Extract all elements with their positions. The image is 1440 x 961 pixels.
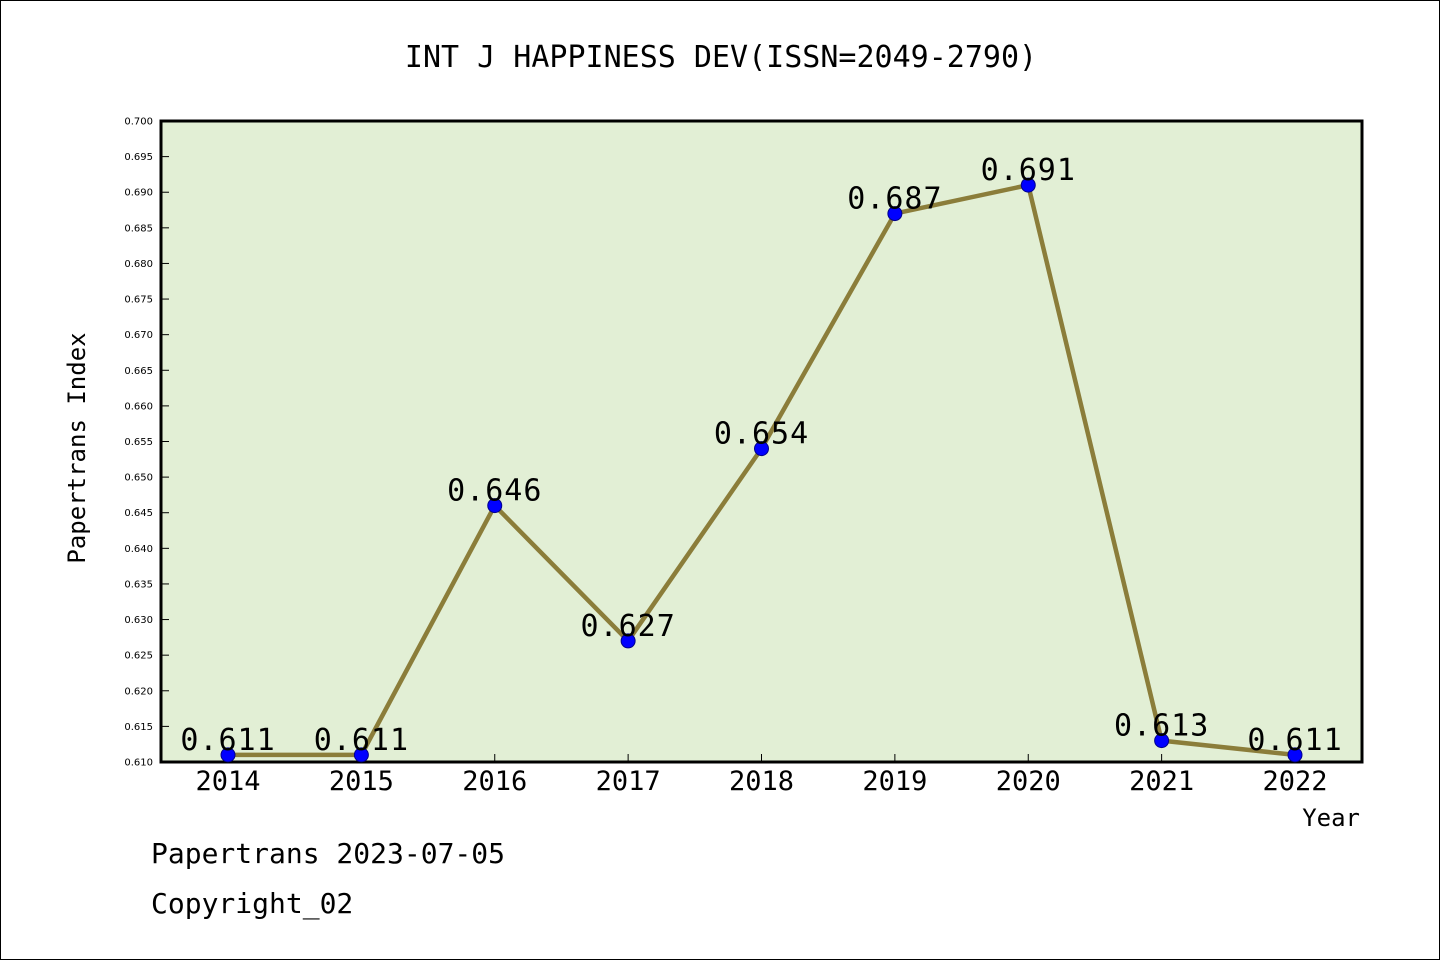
data-point	[353, 747, 369, 763]
y-tick-label: 0.650	[124, 473, 153, 484]
y-tick-label: 0.625	[124, 651, 153, 662]
y-axis: 0.610 0.615 0.620 0.625 0.630 0.635 0.640 0.645…	[124, 117, 169, 769]
y-tick-label: 0.615	[124, 722, 153, 733]
y-tick-label: 0.635	[124, 579, 153, 590]
data-point	[1020, 177, 1036, 193]
data-label: 0.646	[447, 474, 542, 509]
x-axis: 2014 2015 2016 2017 2018 2019 2020 2021 2022	[195, 754, 1328, 797]
y-tick-label: 0.610	[124, 758, 153, 769]
y-axis-label: Papertrans Index	[63, 332, 91, 563]
x-tick-label: 2019	[862, 766, 927, 797]
x-tick-label: 2022	[1262, 766, 1327, 797]
x-tick-label: 2014	[195, 766, 260, 797]
y-tick-label: 0.640	[124, 544, 153, 555]
data-point	[620, 633, 636, 649]
data-label: 0.627	[580, 609, 675, 644]
data-label: 0.611	[180, 723, 275, 758]
footer-copyright: Copyright_02	[151, 887, 354, 920]
y-tick-label: 0.685	[124, 223, 153, 234]
y-tick-label: 0.690	[124, 188, 153, 199]
x-tick-label: 2017	[596, 766, 661, 797]
y-tick-label: 0.655	[124, 437, 153, 448]
y-tick-label: 0.665	[124, 366, 153, 377]
x-tick-label: 2018	[729, 766, 794, 797]
y-tick-label: 0.670	[124, 330, 153, 341]
x-tick-label: 2015	[329, 766, 394, 797]
x-tick-label: 2016	[462, 766, 527, 797]
y-tick-label: 0.645	[124, 508, 153, 519]
y-tick-label: 0.680	[124, 259, 153, 270]
y-tick-label: 0.700	[124, 117, 153, 128]
data-point	[220, 747, 236, 763]
y-tick-label: 0.620	[124, 686, 153, 697]
data-point	[487, 498, 503, 514]
footer-date: Papertrans 2023-07-05	[151, 837, 506, 870]
data-label: 0.654	[714, 417, 809, 452]
data-point	[754, 441, 769, 457]
y-tick-label: 0.660	[124, 401, 153, 412]
x-axis-label: Year	[1302, 804, 1360, 832]
series-layer: 0.611 0.611 0.646 0.627 0.654 0.687 0.691 0.613…	[180, 153, 1342, 763]
x-tick-label: 2021	[1129, 766, 1194, 797]
data-point	[1154, 733, 1170, 749]
data-label: 0.691	[981, 153, 1076, 188]
data-label: 0.611	[314, 723, 409, 758]
data-label: 0.613	[1114, 709, 1209, 744]
y-tick-label: 0.695	[124, 152, 153, 163]
data-label: 0.687	[847, 182, 942, 217]
y-tick-label: 0.630	[124, 615, 153, 626]
x-tick-label: 2020	[996, 766, 1061, 797]
y-tick-label: 0.675	[124, 295, 153, 306]
data-point	[887, 206, 903, 222]
data-label: 0.611	[1247, 723, 1342, 758]
data-point	[1287, 747, 1303, 763]
chart-title: INT J HAPPINESS DEV(ISSN=2049-2790)	[405, 40, 1037, 75]
